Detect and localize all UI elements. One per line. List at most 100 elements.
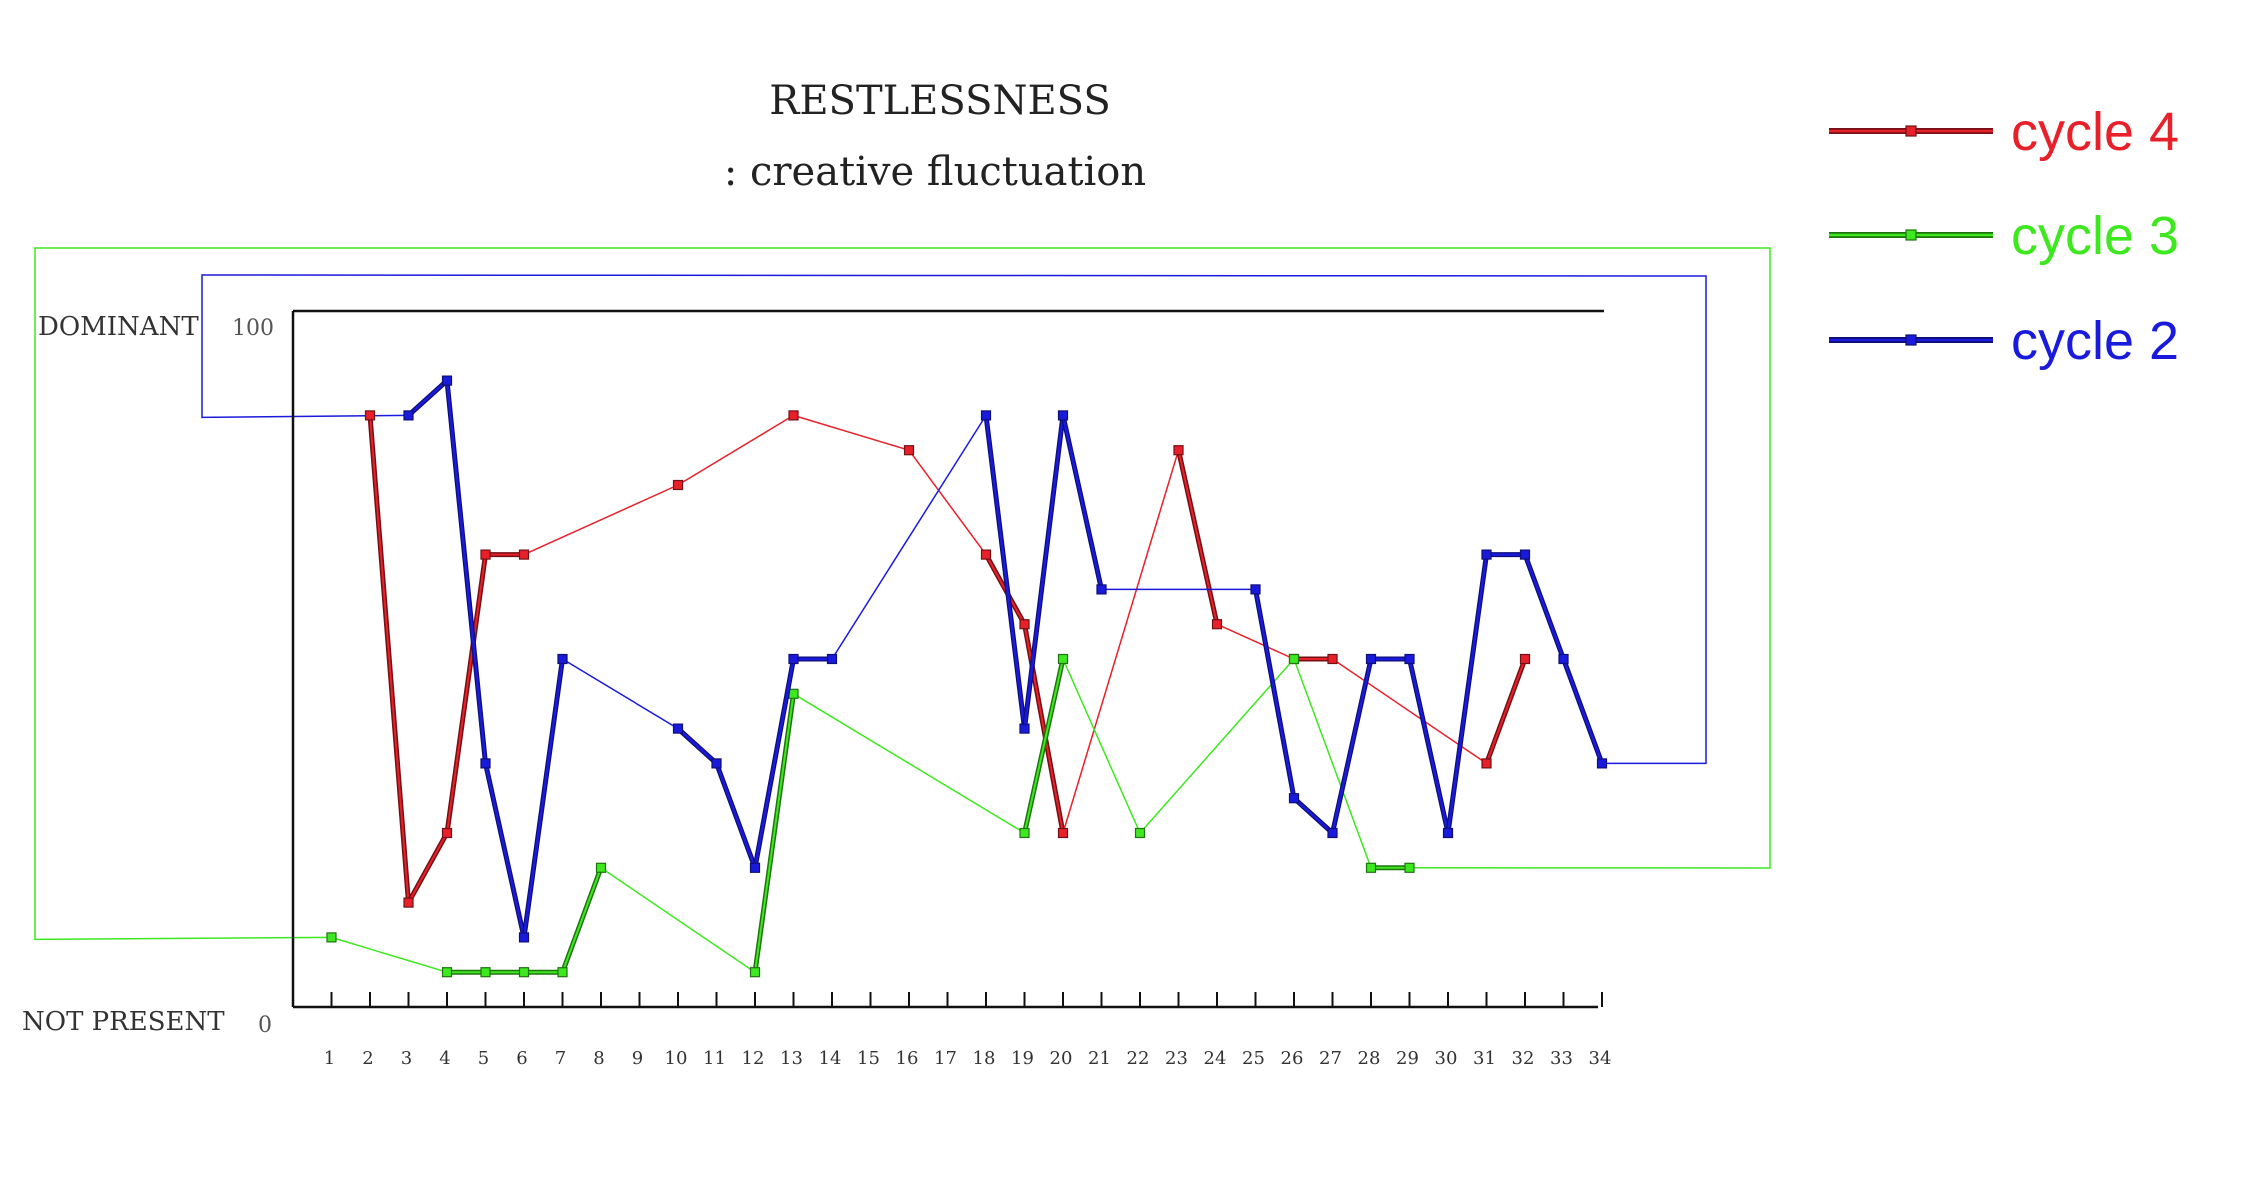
cycle-2-segment-1 (445, 379, 487, 765)
x-tick-marks (330, 992, 1603, 1007)
cycle-4-point-5 (480, 549, 491, 560)
x-tick-label-12: 12 (742, 1048, 765, 1069)
x-tick-label-5: 5 (478, 1048, 489, 1069)
cycle-4-segment-4 (523, 484, 679, 556)
x-tick-label-26: 26 (1281, 1048, 1304, 1069)
cycle-2-segment-15 (1292, 796, 1334, 835)
series-layer (326, 375, 1608, 978)
cycle-2-point-28 (1365, 653, 1377, 665)
cycle-2-point-29 (1404, 653, 1415, 665)
x-tick-label-24: 24 (1204, 1048, 1227, 1069)
cycle-3-point-7 (557, 967, 568, 978)
x-tick-label-33: 33 (1550, 1048, 1573, 1069)
x-tick-label-25: 25 (1242, 1048, 1265, 1069)
cycle-2-segment-14 (1254, 588, 1296, 800)
x-tick-label-28: 28 (1358, 1048, 1381, 1069)
cycle-4-point-10 (672, 479, 684, 491)
cycle-4-segment-7 (908, 449, 987, 556)
cycle-3-point-5 (480, 967, 491, 978)
cycle-4-point-20 (1057, 827, 1069, 839)
cycle-4-segment-2 (446, 553, 487, 834)
x-tick-label-17: 17 (934, 1048, 957, 1069)
cycle-2-point-26 (1288, 793, 1300, 804)
cycle-3-segment-8 (1023, 658, 1064, 834)
series-cycle-2 (403, 375, 1608, 943)
x-tick-label-14: 14 (819, 1048, 842, 1069)
cycle-4-point-23 (1173, 445, 1184, 456)
cycle-4-segment-12 (1216, 623, 1295, 660)
cycle-4-segment-5 (677, 414, 794, 486)
cycle-2-point-4 (441, 375, 453, 386)
cycle-3-point-4 (441, 967, 453, 978)
y-tick-100: 100 (232, 316, 274, 341)
cycle-3-bracket (34, 247, 1771, 941)
cycle-2-segment-6 (715, 762, 757, 870)
cycle-3-point-22 (1134, 827, 1146, 839)
cycle-2-segment-5 (676, 727, 718, 765)
axes: 1 2 3 4 5 6 7 8 9 10 11 12 13 14 15 16 17 18 19 20 21 22 23 24 2… (291, 309, 1612, 1069)
x-tick-label-21: 21 (1088, 1048, 1111, 1069)
cycle-2-bracket (201, 274, 1707, 765)
cycle-4-point-6 (518, 549, 530, 560)
cycle-2-segment-11 (1023, 414, 1065, 730)
cycle-4-point-31 (1481, 758, 1492, 769)
cycle-2-point-25 (1250, 584, 1261, 595)
legend-marker-cycle-3 (1905, 229, 1917, 241)
cycle-3-point-19 (1019, 827, 1030, 839)
cycle-2-point-32 (1519, 549, 1531, 560)
cycle-3-segment-10 (1139, 658, 1295, 834)
cycle-2-segment-4 (562, 658, 679, 730)
cycle-2-point-34 (1596, 758, 1608, 769)
cycle-2-point-33 (1558, 653, 1569, 665)
x-tick-label-23: 23 (1165, 1048, 1188, 1069)
x-tick-label-6: 6 (516, 1048, 527, 1069)
x-tick-label-13: 13 (780, 1048, 803, 1069)
x-tick-label-22: 22 (1127, 1048, 1150, 1069)
x-tick-label-4: 4 (439, 1048, 450, 1069)
x-tick-label-10: 10 (665, 1048, 688, 1069)
cycle-2-segment-3 (522, 657, 564, 939)
cycle-4-point-24 (1211, 619, 1223, 630)
cycle-2-point-12 (749, 862, 761, 873)
legend-marker-cycle-2 (1905, 334, 1917, 346)
cycle-4-segment-1 (407, 832, 448, 904)
cycle-3-segment-5 (600, 867, 756, 973)
x-tick-label-31: 31 (1473, 1048, 1496, 1069)
cycle-3-segment-4 (561, 866, 602, 974)
cycle-2-point-6 (518, 932, 530, 943)
cycle-2-point-31 (1481, 549, 1492, 560)
cycle-2-segment-10 (984, 414, 1026, 730)
cycle-3-point-29 (1404, 862, 1415, 873)
legend-label-cycle-4: cycle 4 (2011, 102, 2179, 162)
cycle-2-segment-22 (1562, 657, 1604, 765)
x-tick-label-34: 34 (1589, 1048, 1612, 1069)
cycle-3-point-1 (326, 932, 337, 943)
x-tick-label-16: 16 (896, 1048, 919, 1069)
cycle-2-point-14 (826, 653, 838, 665)
cycle-2-segment-21 (1523, 553, 1565, 661)
x-tick-label-3: 3 (401, 1048, 412, 1069)
cycle-2-point-10 (672, 723, 684, 734)
cycle-3-point-12 (749, 967, 761, 978)
cycle-4-segment-6 (793, 414, 910, 451)
x-tick-label-2: 2 (362, 1048, 373, 1069)
cycle-3-segment-6 (754, 692, 795, 974)
cycle-2-segment-18 (1408, 657, 1450, 835)
cycle-3-point-13 (788, 688, 799, 699)
cycle-3-segment-11 (1293, 658, 1372, 869)
x-tick-label-27: 27 (1319, 1048, 1342, 1069)
cycle-3-point-28 (1365, 862, 1377, 873)
cycle-3-segment-0 (331, 936, 448, 973)
cycle-2-point-27 (1327, 827, 1338, 839)
cycle-4-point-18 (980, 549, 992, 560)
x-tick-label-29: 29 (1396, 1048, 1419, 1069)
cycle-3-segment-9 (1062, 658, 1141, 834)
cycle-2-point-20 (1057, 410, 1069, 421)
cycle-4-segment-0 (369, 414, 410, 904)
x-tick-label-15: 15 (857, 1048, 880, 1069)
cycle-2-segment-7 (753, 657, 795, 870)
x-tick-labels: 1 2 3 4 5 6 7 8 9 10 11 12 13 14 15 16 17 18 19 20 21 22 23 24 2… (324, 1048, 1612, 1069)
cycle-4-point-3 (403, 897, 414, 908)
cycle-2-segment-9 (831, 414, 987, 660)
cycle-3-point-8 (595, 862, 607, 873)
